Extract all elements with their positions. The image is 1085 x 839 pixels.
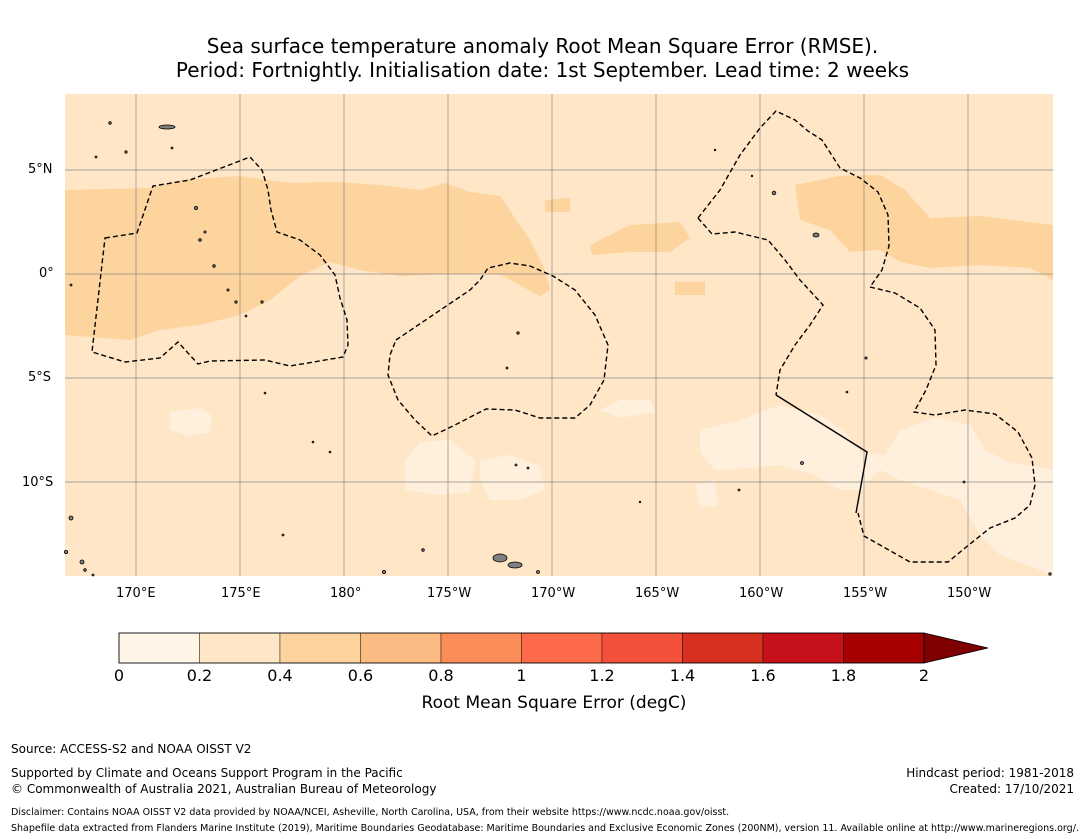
high-rmse-patches <box>65 175 1053 340</box>
lon-label-160w: 160°W <box>739 586 784 601</box>
colorbar-bin-1 <box>199 632 281 664</box>
lon-label-170e: 170°E <box>116 586 156 601</box>
created-date: Created: 17/10/2021 <box>949 782 1074 796</box>
low-rmse-patches <box>170 400 1053 575</box>
colorbar-bin-3 <box>360 632 442 664</box>
source-text: Source: ACCESS-S2 and NOAA OISST V2 <box>11 742 252 756</box>
colorbar-bin-0 <box>118 632 200 664</box>
supported-text: Supported by Climate and Oceans Support … <box>11 766 403 780</box>
colorbar-bin-6 <box>601 632 683 664</box>
colorbar-extend-arrow <box>923 632 989 664</box>
colorbar-tick-0: 0 <box>113 666 125 685</box>
lat-label-10s: 10°S <box>22 475 54 490</box>
colorbar-frame <box>118 632 925 664</box>
island-upolu <box>492 553 508 563</box>
lon-label-150w: 150°W <box>947 586 992 601</box>
colorbar-bins <box>118 632 925 664</box>
colorbar-bin-7 <box>682 632 764 664</box>
lon-label-175e: 175°E <box>221 586 261 601</box>
colorbar-bin-4 <box>440 632 522 664</box>
colorbar-label: Root Mean Square Error (degC) <box>421 693 687 713</box>
lon-label-155w: 155°W <box>843 586 888 601</box>
colorbar-bin-8 <box>762 632 844 664</box>
solid-boundary <box>775 394 868 514</box>
lat-label-5s: 5°S <box>28 370 52 385</box>
colorbar-tick-1: 0.2 <box>186 666 213 685</box>
eez-boundaries <box>91 110 1036 563</box>
colorbar-tick-3: 0.6 <box>347 666 374 685</box>
copyright-text: © Commonwealth of Australia 2021, Austra… <box>11 782 437 796</box>
map-background-field <box>65 94 1053 576</box>
colorbar-tick-2: 0.4 <box>267 666 293 685</box>
colorbar-bin-5 <box>521 632 603 664</box>
colorbar-tick-9: 1.8 <box>830 666 857 685</box>
colorbar-tick-6: 1.2 <box>589 666 615 685</box>
colorbar-bin-2 <box>279 632 361 664</box>
colorbar-bin-9 <box>843 632 925 664</box>
lat-label-0: 0° <box>39 266 54 281</box>
map-title-line-2: Period: Fortnightly. Initialisation date… <box>175 58 910 82</box>
lon-label-170w: 170°W <box>531 586 576 601</box>
island-savaii <box>507 561 523 569</box>
colorbar-tick-10: 2 <box>918 666 930 685</box>
lon-label-175w: 175°W <box>427 586 472 601</box>
lon-label-180: 180° <box>330 586 362 601</box>
disclaimer-text: Disclaimer: Contains NOAA OISST V2 data … <box>11 807 730 818</box>
colorbar <box>118 632 989 664</box>
islands <box>64 121 1052 577</box>
colorbar-tick-4: 0.8 <box>428 666 454 685</box>
hindcast-period: Hindcast period: 1981-2018 <box>906 766 1074 780</box>
lon-label-165w: 165°W <box>635 586 680 601</box>
graticule <box>65 94 1053 576</box>
colorbar-tick-7: 1.4 <box>669 666 696 685</box>
colorbar-tick-5: 1 <box>516 666 527 685</box>
colorbar-tick-8: 1.6 <box>750 666 776 685</box>
shapefile-credit: Shapefile data extracted from Flanders M… <box>11 823 1079 834</box>
map-title-line-1: Sea surface temperature anomaly Root Mea… <box>206 34 879 58</box>
lat-label-5n: 5°N <box>28 162 53 177</box>
rmse-map <box>64 94 1053 577</box>
